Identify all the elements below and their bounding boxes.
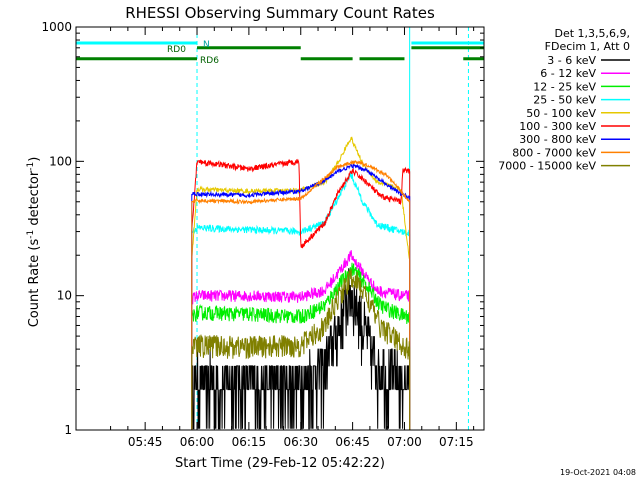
legend-label-7: 800 - 7000 keV: [512, 146, 596, 159]
legend-label-3: 25 - 50 keV: [533, 94, 596, 107]
legend-label-4: 50 - 100 keV: [526, 107, 596, 120]
x-tick-label-3: 06:30: [283, 435, 318, 449]
legend-header-0: Det 1,3,5,6,9,: [554, 27, 630, 40]
y-tick-label-0: 1: [64, 423, 72, 437]
state-label-rd0: RD0: [167, 45, 186, 55]
x-tick-label-0: 05:45: [128, 435, 163, 449]
plot-frame: [75, 26, 485, 431]
legend-label-6: 300 - 800 keV: [519, 133, 596, 146]
legend-label-5: 100 - 300 keV: [519, 120, 596, 133]
x-tick-label-5: 07:00: [387, 435, 422, 449]
y-axis-label-main: Count Rate (s: [27, 239, 42, 328]
x-tick-label-1: 06:00: [180, 435, 215, 449]
x-tick-label-2: 06:15: [232, 435, 267, 449]
state-label-n: N: [203, 40, 210, 50]
plot-area: N RD0 RD6 1 10 100 1000 05:45 06:00 06:15 06:30 06:…: [41, 20, 485, 449]
y-axis-label-sup1: -1: [26, 230, 36, 239]
state-label-rd6: RD6: [200, 56, 219, 66]
y-axis-label-mid: detector: [27, 170, 42, 230]
svg-text:Count Rate (s-1 detector-1): Count Rate (s-1 detector-1): [26, 157, 42, 328]
legend-header-1: FDecim 1, Att 0: [545, 40, 630, 53]
footer-date: 19-Oct-2021 04:08: [560, 468, 636, 477]
series-line-8: [191, 268, 411, 430]
x-tick-label-6: 07:15: [439, 435, 474, 449]
legend: Det 1,3,5,6,9,FDecim 1, Att 03 - 6 keV6 …: [498, 27, 630, 173]
series-line-0: [191, 268, 411, 430]
series-line-1: [191, 250, 411, 430]
y-axis-label: Count Rate (s-1 detector-1): [26, 157, 42, 328]
legend-label-8: 7000 - 15000 keV: [498, 160, 596, 173]
series-line-5: [191, 158, 411, 430]
chart-title: RHESSI Observing Summary Count Rates: [125, 4, 435, 22]
legend-label-1: 6 - 12 keV: [540, 67, 596, 80]
y-axis-label-end: ): [27, 157, 42, 162]
series-line-7: [191, 159, 411, 430]
y-tick-label-3: 1000: [41, 20, 72, 34]
series-line-2: [191, 262, 411, 430]
y-tick-label-1: 10: [57, 289, 72, 303]
legend-label-2: 12 - 25 keV: [533, 80, 596, 93]
legend-label-0: 3 - 6 keV: [547, 54, 596, 67]
series-line-6: [191, 162, 411, 430]
x-tick-label-4: 06:45: [335, 435, 370, 449]
y-tick-label-2: 100: [49, 154, 72, 168]
x-axis-label: Start Time (29-Feb-12 05:42:22): [175, 456, 385, 471]
series-line-4: [191, 136, 411, 430]
y-axis-label-sup2: -1: [26, 162, 36, 171]
